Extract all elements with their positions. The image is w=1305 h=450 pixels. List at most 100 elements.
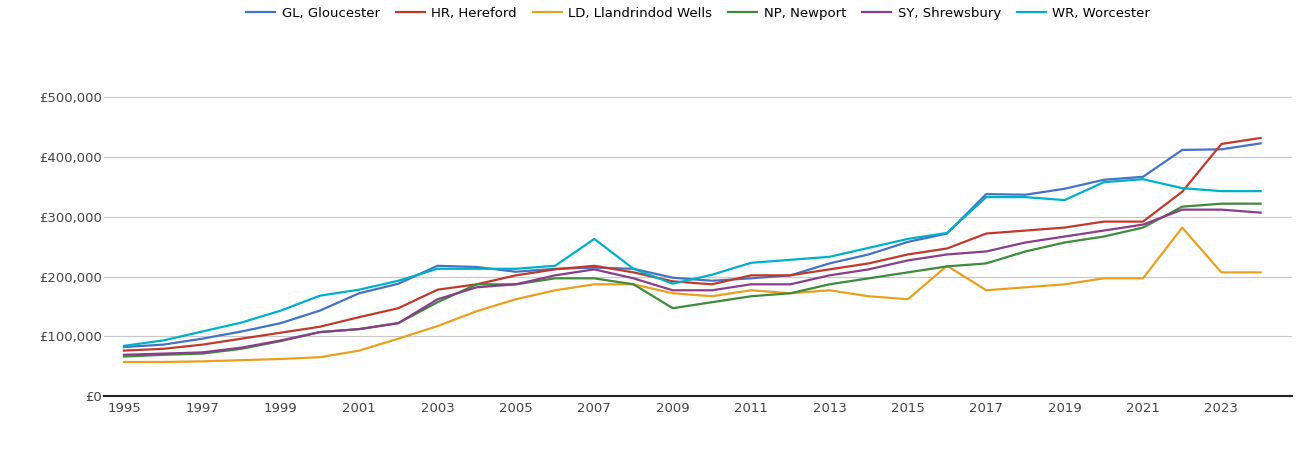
Line: NP, Newport: NP, Newport bbox=[124, 204, 1261, 356]
WR, Worcester bbox=[1135, 176, 1151, 182]
LD, Llandrindod Wells bbox=[1135, 276, 1151, 281]
SY, Shrewsbury bbox=[547, 273, 562, 278]
WR, Worcester bbox=[155, 338, 171, 343]
HR, Hereford bbox=[744, 273, 760, 278]
GL, Gloucester bbox=[429, 263, 445, 269]
WR, Worcester bbox=[547, 263, 562, 269]
SY, Shrewsbury bbox=[900, 258, 916, 263]
SY, Shrewsbury bbox=[1096, 228, 1112, 233]
NP, Newport bbox=[1057, 240, 1073, 245]
WR, Worcester bbox=[1096, 180, 1112, 185]
LD, Llandrindod Wells bbox=[783, 291, 799, 296]
GL, Gloucester bbox=[1096, 177, 1112, 183]
NP, Newport bbox=[155, 352, 171, 357]
WR, Worcester bbox=[312, 293, 328, 298]
HR, Hereford bbox=[1253, 135, 1268, 141]
GL, Gloucester bbox=[625, 266, 641, 271]
SY, Shrewsbury bbox=[586, 267, 602, 272]
NP, Newport bbox=[664, 306, 680, 311]
GL, Gloucester bbox=[390, 281, 406, 286]
LD, Llandrindod Wells bbox=[1214, 270, 1229, 275]
GL, Gloucester bbox=[940, 231, 955, 236]
GL, Gloucester bbox=[155, 342, 171, 347]
SY, Shrewsbury bbox=[625, 276, 641, 281]
LD, Llandrindod Wells bbox=[744, 288, 760, 293]
LD, Llandrindod Wells bbox=[351, 348, 367, 353]
SY, Shrewsbury bbox=[705, 288, 720, 293]
WR, Worcester bbox=[664, 281, 680, 286]
WR, Worcester bbox=[1018, 194, 1034, 200]
GL, Gloucester bbox=[744, 276, 760, 281]
SY, Shrewsbury bbox=[312, 329, 328, 335]
HR, Hereford bbox=[194, 342, 210, 347]
SY, Shrewsbury bbox=[783, 282, 799, 287]
Line: HR, Hereford: HR, Hereford bbox=[124, 138, 1261, 351]
NP, Newport bbox=[194, 351, 210, 356]
HR, Hereford bbox=[705, 282, 720, 287]
GL, Gloucester bbox=[783, 273, 799, 278]
SY, Shrewsbury bbox=[429, 297, 445, 302]
NP, Newport bbox=[625, 282, 641, 287]
HR, Hereford bbox=[508, 273, 523, 278]
LD, Llandrindod Wells bbox=[1253, 270, 1268, 275]
NP, Newport bbox=[547, 276, 562, 281]
HR, Hereford bbox=[586, 263, 602, 269]
NP, Newport bbox=[979, 261, 994, 266]
WR, Worcester bbox=[1253, 189, 1268, 194]
HR, Hereford bbox=[861, 261, 877, 266]
WR, Worcester bbox=[744, 260, 760, 265]
GL, Gloucester bbox=[234, 329, 249, 334]
NP, Newport bbox=[1214, 201, 1229, 207]
HR, Hereford bbox=[822, 267, 838, 272]
GL, Gloucester bbox=[900, 239, 916, 245]
NP, Newport bbox=[429, 300, 445, 305]
NP, Newport bbox=[234, 346, 249, 351]
GL, Gloucester bbox=[705, 278, 720, 284]
LD, Llandrindod Wells bbox=[586, 282, 602, 287]
NP, Newport bbox=[468, 282, 484, 287]
LD, Llandrindod Wells bbox=[116, 359, 132, 364]
HR, Hereford bbox=[547, 267, 562, 272]
NP, Newport bbox=[822, 282, 838, 287]
SY, Shrewsbury bbox=[1174, 207, 1190, 212]
SY, Shrewsbury bbox=[194, 350, 210, 355]
Line: GL, Gloucester: GL, Gloucester bbox=[124, 144, 1261, 347]
GL, Gloucester bbox=[351, 291, 367, 296]
WR, Worcester bbox=[116, 343, 132, 349]
HR, Hereford bbox=[351, 315, 367, 320]
GL, Gloucester bbox=[508, 269, 523, 274]
HR, Hereford bbox=[900, 252, 916, 257]
LD, Llandrindod Wells bbox=[664, 291, 680, 296]
SY, Shrewsbury bbox=[116, 352, 132, 357]
GL, Gloucester bbox=[273, 320, 288, 326]
WR, Worcester bbox=[429, 266, 445, 271]
GL, Gloucester bbox=[1174, 147, 1190, 153]
GL, Gloucester bbox=[312, 308, 328, 313]
SY, Shrewsbury bbox=[822, 273, 838, 278]
WR, Worcester bbox=[351, 287, 367, 292]
LD, Llandrindod Wells bbox=[1174, 225, 1190, 230]
LD, Llandrindod Wells bbox=[1057, 282, 1073, 287]
LD, Llandrindod Wells bbox=[508, 297, 523, 302]
WR, Worcester bbox=[586, 236, 602, 242]
GL, Gloucester bbox=[1018, 192, 1034, 198]
SY, Shrewsbury bbox=[940, 252, 955, 257]
SY, Shrewsbury bbox=[273, 338, 288, 343]
SY, Shrewsbury bbox=[744, 282, 760, 287]
GL, Gloucester bbox=[194, 336, 210, 342]
WR, Worcester bbox=[705, 272, 720, 278]
LD, Llandrindod Wells bbox=[861, 293, 877, 299]
WR, Worcester bbox=[940, 230, 955, 236]
NP, Newport bbox=[116, 354, 132, 359]
SY, Shrewsbury bbox=[155, 351, 171, 356]
NP, Newport bbox=[1253, 201, 1268, 207]
HR, Hereford bbox=[1018, 228, 1034, 233]
LD, Llandrindod Wells bbox=[390, 336, 406, 342]
NP, Newport bbox=[1174, 204, 1190, 209]
WR, Worcester bbox=[1214, 189, 1229, 194]
Line: LD, Llandrindod Wells: LD, Llandrindod Wells bbox=[124, 228, 1261, 362]
HR, Hereford bbox=[940, 246, 955, 251]
HR, Hereford bbox=[625, 270, 641, 275]
LD, Llandrindod Wells bbox=[625, 282, 641, 287]
LD, Llandrindod Wells bbox=[940, 263, 955, 269]
